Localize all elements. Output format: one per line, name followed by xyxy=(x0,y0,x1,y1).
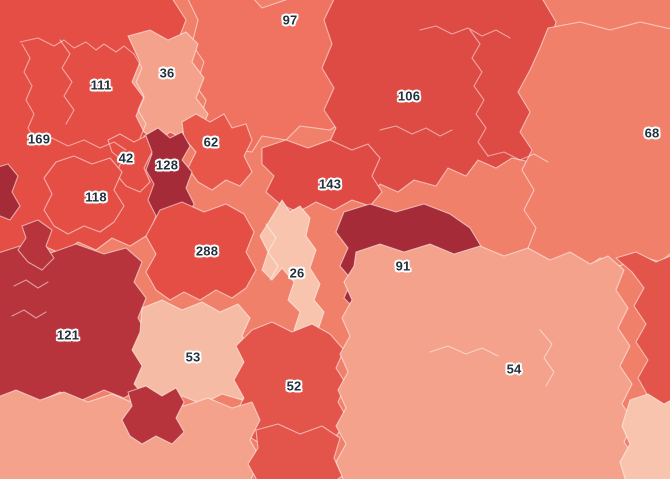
region-value-label[interactable]: 26 xyxy=(289,265,305,281)
region-bottom-right-light-corner[interactable] xyxy=(619,393,670,479)
region-value-label[interactable]: 54 xyxy=(506,361,522,377)
region-left-edge-dark-sliver[interactable] xyxy=(0,163,21,221)
region-value-label[interactable]: 118 xyxy=(85,189,107,205)
region-62[interactable] xyxy=(181,113,253,191)
subregion-boundary-sw-2 xyxy=(11,309,47,319)
region-value-label[interactable]: 169 xyxy=(27,131,51,147)
subregion-boundary-nw-1 xyxy=(19,37,135,55)
subregion-boundary-sw-1 xyxy=(13,279,49,289)
subregion-boundary-ne-2 xyxy=(469,29,489,157)
subregion-boundary-nw-4 xyxy=(35,137,127,151)
subregion-boundary-ne-3 xyxy=(487,151,549,163)
subregion-boundary-nw-3 xyxy=(133,53,147,139)
subregion-boundary-ne-1 xyxy=(419,25,511,39)
region-value-label[interactable]: 128 xyxy=(155,157,179,173)
region-value-label[interactable]: 121 xyxy=(56,327,80,343)
region-left-edge-dark-sliver-2[interactable] xyxy=(17,219,55,271)
region-value-label[interactable]: 111 xyxy=(90,77,112,93)
region-value-label[interactable]: 42 xyxy=(118,150,134,166)
region-118[interactable] xyxy=(43,155,125,235)
region-value-label[interactable]: 62 xyxy=(203,134,219,150)
region-value-label[interactable]: 91 xyxy=(395,258,411,274)
region-value-label[interactable]: 288 xyxy=(195,243,219,259)
subregion-boundary-nw-2 xyxy=(21,43,37,143)
subregion-boundary-s-2 xyxy=(539,329,555,387)
region-value-label[interactable]: 53 xyxy=(185,349,201,365)
subregion-boundary-c-1 xyxy=(379,125,453,137)
region-value-label[interactable]: 52 xyxy=(286,378,302,394)
region-value-label[interactable]: 97 xyxy=(282,12,298,28)
subregion-boundary-c-2 xyxy=(265,223,279,281)
region-value-label[interactable]: 143 xyxy=(318,176,342,192)
region-value-label[interactable]: 106 xyxy=(397,88,421,104)
region-288[interactable] xyxy=(145,201,257,301)
region-54[interactable] xyxy=(335,243,637,479)
region-value-label[interactable]: 68 xyxy=(644,125,660,141)
region-dark-patch-below-121[interactable] xyxy=(121,385,185,445)
region-52-bottom-extension[interactable] xyxy=(247,423,343,479)
subregion-boundary-s-1 xyxy=(429,345,499,357)
subregion-boundary-nw-5 xyxy=(59,39,75,125)
region-value-label[interactable]: 36 xyxy=(159,65,175,81)
